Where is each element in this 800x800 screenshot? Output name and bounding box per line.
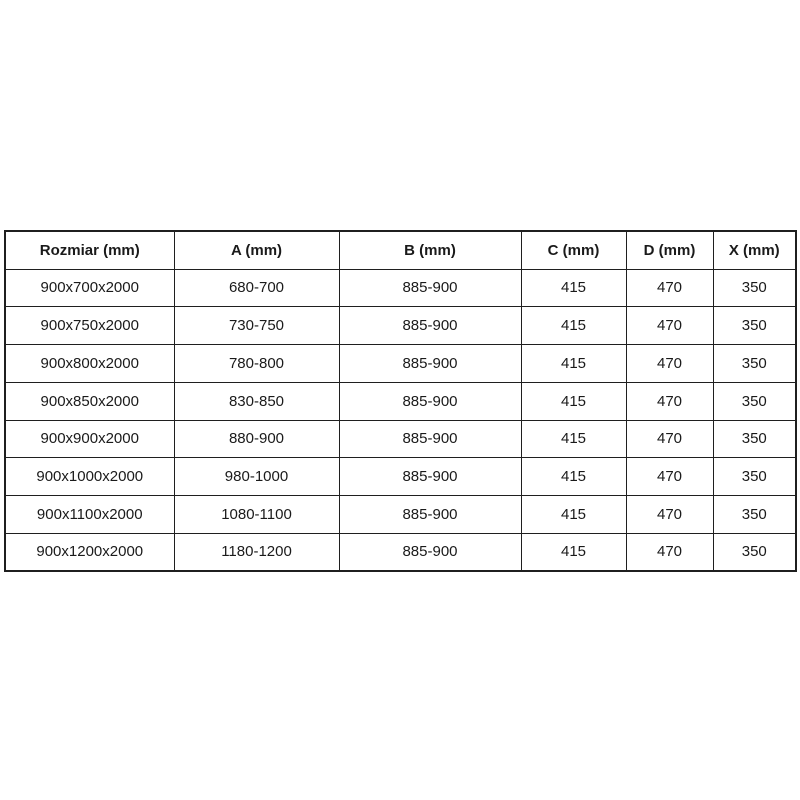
column-header-rozmiar: Rozmiar (mm) <box>4 230 175 270</box>
table-cell-d: 470 <box>625 344 714 383</box>
table-cell-c: 415 <box>520 419 627 459</box>
table-cell-x: 350 <box>712 495 797 534</box>
table-cell-a: 1180-1200 <box>173 532 340 572</box>
table-cell-d: 470 <box>625 457 714 496</box>
table-cell-b: 885-900 <box>338 306 522 345</box>
table-cell-d: 470 <box>625 306 714 345</box>
table-cell-d: 470 <box>625 532 714 572</box>
table-cell-d: 470 <box>625 419 714 459</box>
size-spec-table: Rozmiar (mm) A (mm) B (mm) C (mm) D (mm)… <box>4 230 797 572</box>
table-cell-c: 415 <box>520 344 627 383</box>
table-cell-a: 980-1000 <box>173 457 340 496</box>
table-cell-a: 730-750 <box>173 306 340 345</box>
column-header-a: A (mm) <box>173 230 340 270</box>
table-cell-c: 415 <box>520 381 627 421</box>
column-header-d: D (mm) <box>625 230 714 270</box>
table-row: 900x750x2000 730-750 885-900 415 470 350 <box>4 306 797 345</box>
table-cell-d: 470 <box>625 381 714 421</box>
table-cell-b: 885-900 <box>338 419 522 459</box>
table-cell-rozmiar: 900x750x2000 <box>4 306 175 345</box>
table-row: 900x800x2000 780-800 885-900 415 470 350 <box>4 344 797 383</box>
table-cell-x: 350 <box>712 306 797 345</box>
table-cell-c: 415 <box>520 268 627 308</box>
table-cell-rozmiar: 900x700x2000 <box>4 268 175 308</box>
table-cell-rozmiar: 900x1000x2000 <box>4 457 175 496</box>
table-cell-a: 680-700 <box>173 268 340 308</box>
table-cell-rozmiar: 900x900x2000 <box>4 419 175 459</box>
table-cell-b: 885-900 <box>338 344 522 383</box>
table-cell-rozmiar: 900x1100x2000 <box>4 495 175 534</box>
table-cell-a: 880-900 <box>173 419 340 459</box>
table-row: 900x1000x2000 980-1000 885-900 415 470 3… <box>4 457 797 496</box>
table-cell-x: 350 <box>712 419 797 459</box>
table-row: 900x900x2000 880-900 885-900 415 470 350 <box>4 419 797 459</box>
table-cell-rozmiar: 900x1200x2000 <box>4 532 175 572</box>
table-cell-a: 830-850 <box>173 381 340 421</box>
table-cell-c: 415 <box>520 495 627 534</box>
table-cell-d: 470 <box>625 268 714 308</box>
table-row: 900x1200x2000 1180-1200 885-900 415 470 … <box>4 532 797 572</box>
table-cell-c: 415 <box>520 306 627 345</box>
table-cell-d: 470 <box>625 495 714 534</box>
table-cell-a: 1080-1100 <box>173 495 340 534</box>
table-cell-b: 885-900 <box>338 495 522 534</box>
table-cell-x: 350 <box>712 381 797 421</box>
table-cell-b: 885-900 <box>338 532 522 572</box>
column-header-x: X (mm) <box>712 230 797 270</box>
table-cell-c: 415 <box>520 532 627 572</box>
table-row: 900x850x2000 830-850 885-900 415 470 350 <box>4 381 797 421</box>
table-cell-c: 415 <box>520 457 627 496</box>
header-row: Rozmiar (mm) A (mm) B (mm) C (mm) D (mm)… <box>4 230 797 270</box>
table-cell-x: 350 <box>712 457 797 496</box>
table-cell-x: 350 <box>712 344 797 383</box>
table-cell-x: 350 <box>712 532 797 572</box>
table-cell-a: 780-800 <box>173 344 340 383</box>
column-header-c: C (mm) <box>520 230 627 270</box>
column-header-b: B (mm) <box>338 230 522 270</box>
table-cell-rozmiar: 900x850x2000 <box>4 381 175 421</box>
table-row: 900x700x2000 680-700 885-900 415 470 350 <box>4 268 797 308</box>
table-cell-x: 350 <box>712 268 797 308</box>
table-cell-b: 885-900 <box>338 268 522 308</box>
table-cell-b: 885-900 <box>338 381 522 421</box>
table-cell-b: 885-900 <box>338 457 522 496</box>
table-cell-rozmiar: 900x800x2000 <box>4 344 175 383</box>
table-row: 900x1100x2000 1080-1100 885-900 415 470 … <box>4 495 797 534</box>
